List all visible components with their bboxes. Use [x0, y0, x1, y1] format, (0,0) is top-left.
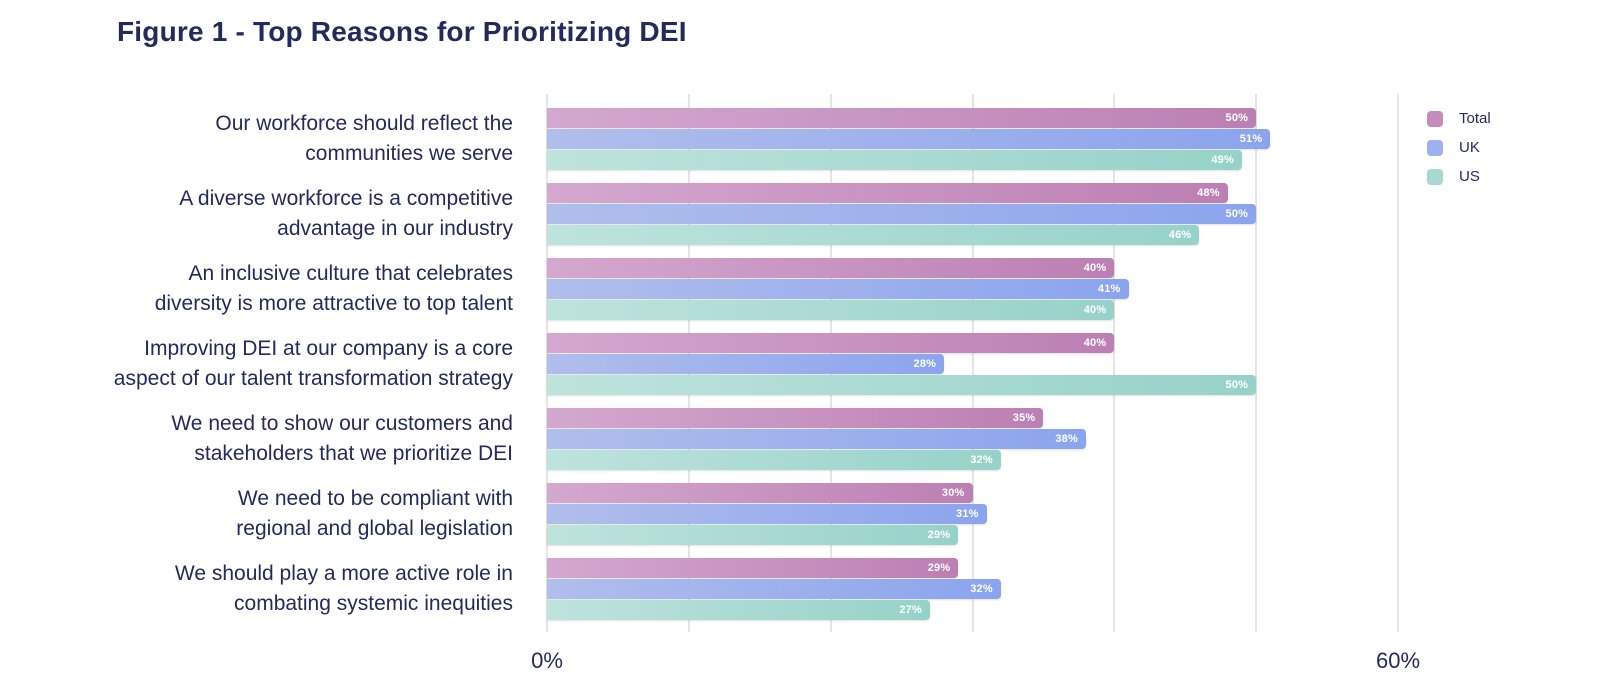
bar-us: 29%	[547, 524, 959, 545]
legend-swatch-icon	[1427, 110, 1443, 127]
x-axis-tick-0: 0%	[531, 648, 563, 673]
bar-uk: 51%	[547, 128, 1271, 149]
category-label: Our workforce should reflect the communit…	[215, 111, 513, 165]
bar-value-label: 38%	[1055, 432, 1078, 445]
category-label: We need to be compliant with regional and…	[236, 486, 513, 540]
category-group-0: Our workforce should reflect the communit…	[0, 101, 1398, 176]
gridline-30pct	[971, 94, 974, 632]
bar-value-label: 31%	[956, 507, 979, 520]
category-group-4: We need to show our customers and stakeho…	[0, 401, 1398, 476]
x-axis-tick-60: 60%	[1375, 648, 1421, 673]
legend: Total UK US	[1427, 110, 1491, 185]
legend-swatch-icon	[1427, 168, 1443, 185]
bar-total: 50%	[547, 107, 1257, 128]
bar-total: 29%	[547, 557, 959, 578]
bar-value-label: 40%	[1083, 336, 1107, 349]
bar-value-label: 48%	[1197, 186, 1220, 199]
gridline-60pct	[1397, 94, 1399, 632]
bar-group: 35% 38% 32%	[547, 407, 1398, 470]
bar-total: 40%	[547, 257, 1115, 278]
bar-total: 40%	[547, 332, 1115, 353]
bar-group: 29% 32% 27%	[547, 557, 1398, 620]
bar-uk: 28%	[547, 353, 945, 374]
bar-group: 50% 51% 49%	[547, 107, 1398, 170]
legend-item-total: Total	[1427, 110, 1491, 127]
gridline-40pct	[1113, 94, 1116, 632]
bar-value-label: 49%	[1211, 153, 1234, 166]
bar-total: 30%	[547, 482, 973, 503]
bar-uk: 38%	[547, 428, 1086, 449]
bar-chart: Our workforce should reflect the communit…	[0, 101, 1398, 626]
bar-value-label: 27%	[899, 603, 922, 616]
category-group-5: We need to be compliant with regional and…	[0, 476, 1398, 551]
category-label: We should play a more active role in comb…	[174, 561, 513, 615]
bar-group: 40% 41% 40%	[547, 257, 1398, 320]
legend-item-uk: UK	[1427, 139, 1491, 156]
category-group-2: An inclusive culture that celebrates dive…	[0, 251, 1398, 326]
bar-value-label: 35%	[1012, 411, 1036, 424]
bar-total: 35%	[547, 407, 1044, 428]
bar-value-label: 50%	[1225, 378, 1249, 391]
bar-us: 50%	[547, 374, 1257, 395]
category-group-3: Improving DEI at our company is a core as…	[0, 326, 1398, 401]
bar-value-label: 30%	[941, 486, 965, 499]
legend-label: UK	[1459, 139, 1480, 156]
bar-uk: 50%	[547, 203, 1257, 224]
bar-value-label: 46%	[1168, 228, 1192, 241]
bar-group: 48% 50% 46%	[547, 182, 1398, 245]
category-label: We need to show our customers and stakeho…	[171, 411, 513, 465]
bar-group: 30% 31% 29%	[547, 482, 1398, 545]
bar-value-label: 32%	[970, 453, 993, 466]
legend-label: US	[1459, 168, 1480, 185]
bar-us: 32%	[547, 449, 1001, 470]
bar-uk: 31%	[547, 503, 987, 524]
bar-uk: 32%	[547, 578, 1001, 599]
bar-value-label: 40%	[1083, 303, 1107, 316]
bar-value-label: 51%	[1239, 132, 1263, 145]
bar-uk: 41%	[547, 278, 1129, 299]
figure-title: Figure 1 - Top Reasons for Prioritizing …	[117, 16, 687, 47]
bar-group: 40% 28% 50%	[547, 332, 1398, 395]
legend-swatch-icon	[1427, 139, 1443, 156]
legend-item-us: US	[1427, 168, 1491, 185]
category-group-1: A diverse workforce is a competitive adva…	[0, 176, 1398, 251]
bar-us: 46%	[547, 224, 1200, 245]
gridline-50pct	[1255, 94, 1258, 632]
bar-value-label: 32%	[970, 582, 993, 595]
bar-value-label: 29%	[927, 561, 951, 574]
legend-label: Total	[1459, 110, 1491, 127]
bar-us: 49%	[547, 149, 1242, 170]
bar-value-label: 50%	[1225, 111, 1249, 124]
bar-us: 27%	[547, 599, 930, 620]
bar-value-label: 40%	[1083, 261, 1107, 274]
bar-value-label: 41%	[1097, 282, 1121, 295]
bar-value-label: 50%	[1225, 207, 1249, 220]
bar-value-label: 28%	[913, 357, 937, 370]
category-label: A diverse workforce is a competitive adva…	[179, 186, 513, 240]
bar-total: 48%	[547, 182, 1228, 203]
category-label: Improving DEI at our company is a core as…	[113, 336, 513, 390]
category-group-6: We should play a more active role in comb…	[0, 551, 1398, 626]
category-label: An inclusive culture that celebrates dive…	[154, 261, 513, 315]
bar-value-label: 29%	[927, 528, 951, 541]
bar-us: 40%	[547, 299, 1115, 320]
